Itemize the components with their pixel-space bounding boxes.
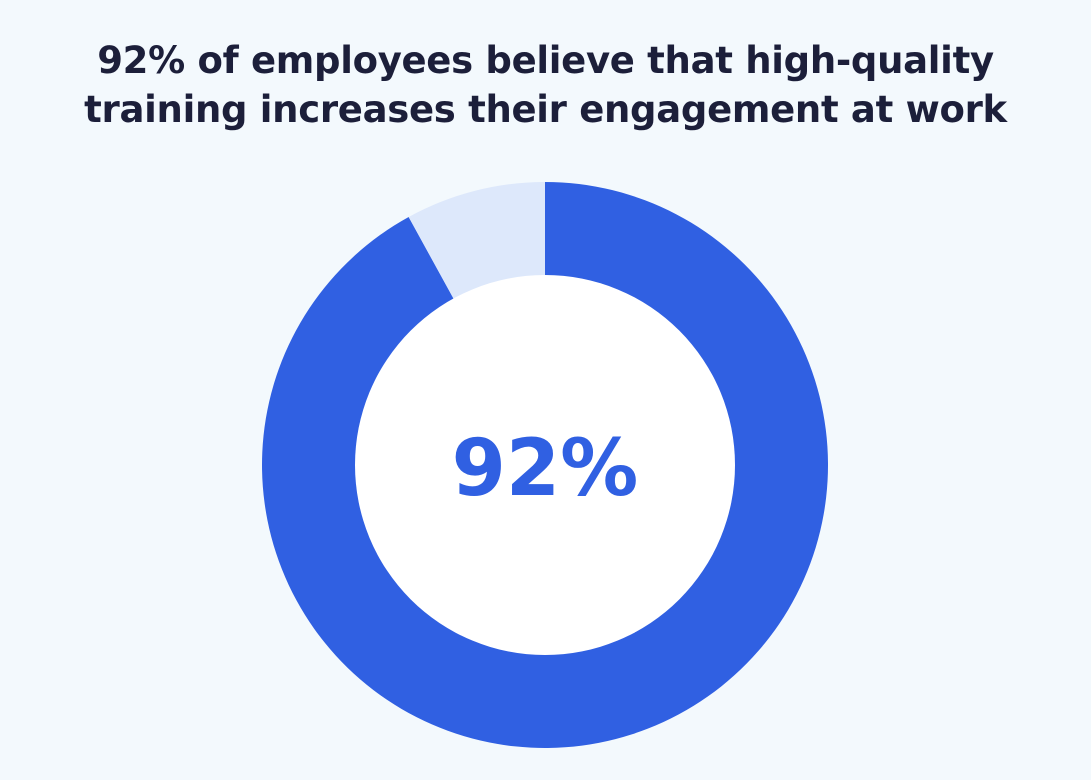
chart-title-line-2: training increases their engagement at w… <box>84 88 1007 131</box>
donut-hole <box>355 275 735 655</box>
donut-center-label: 92% <box>452 424 639 514</box>
chart-title-line-1: 92% of employees believe that high-quali… <box>97 39 994 82</box>
chart-title: 92% of employees believe that high-quali… <box>0 36 1091 134</box>
